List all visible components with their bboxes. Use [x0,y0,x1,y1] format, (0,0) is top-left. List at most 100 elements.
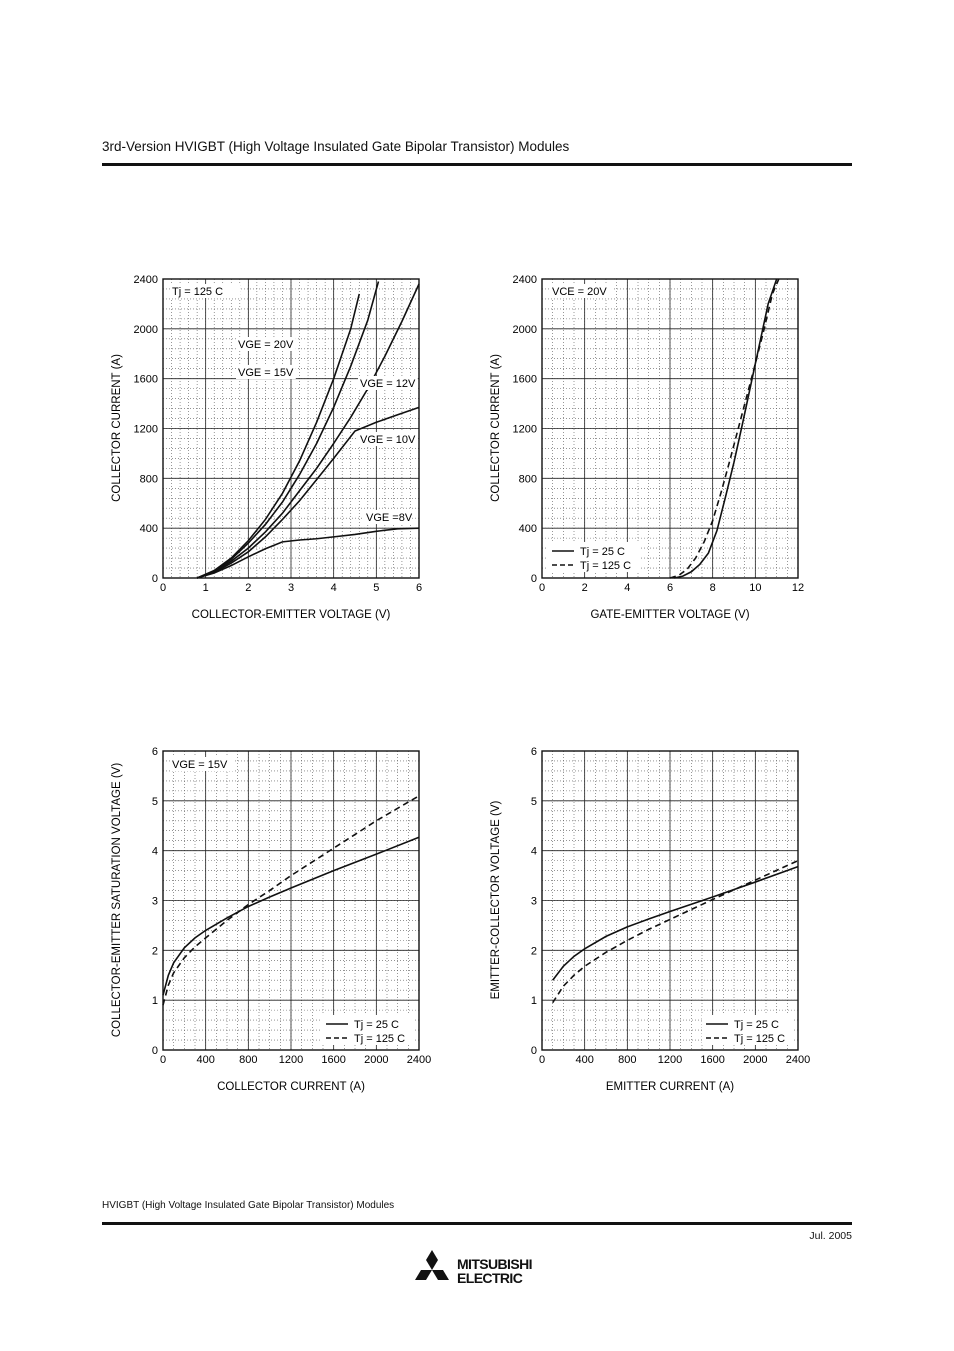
y-tick-label: 0 [152,1045,158,1057]
series-line [196,283,420,579]
x-axis-label: GATE-EMITTER VOLTAGE (V) [590,609,749,621]
y-tick-label: 1 [531,995,537,1007]
x-tick-label: 1200 [658,1054,682,1066]
y-axis-label: COLLECTOR-EMITTER SATURATION VOLTAGE (V) [111,763,123,1037]
plot-frame [541,750,799,1051]
x-tick-label: 12 [792,582,804,594]
x-axis-label: EMITTER CURRENT (A) [606,1081,734,1093]
y-axis-label: EMITTER-COLLECTOR VOLTAGE (V) [490,800,502,999]
series-line [196,281,380,579]
chart-annotation: VCE = 20V [552,286,607,298]
y-tick-label: 4 [531,846,537,858]
plot-frame [162,278,420,579]
x-tick-label: 10 [749,582,761,594]
legend-label: Tj = 125 C [354,1033,405,1045]
y-tick-label: 2400 [134,274,158,286]
x-tick-label: 0 [160,1054,166,1066]
x-tick-label: 6 [667,582,673,594]
x-tick-label: 0 [160,582,166,594]
chart-annotation: Tj = 125 C [172,286,223,298]
logo-line2: ELECTRIC [457,1270,523,1286]
mitsubishi-logo: MITSUBISHI ELECTRIC [409,1250,549,1292]
chart-annotation: VGE = 15V [172,759,228,771]
plot-frame [162,750,420,1051]
x-tick-label: 2000 [364,1054,388,1066]
y-tick-label: 0 [152,573,158,585]
x-tick-label: 0 [539,1054,545,1066]
x-tick-label: 1600 [321,1054,345,1066]
series-label-bg [236,337,296,351]
annotation-bg [170,284,240,298]
y-tick-label: 2 [152,945,158,957]
page-title: 3rd-Version HVIGBT (High Voltage Insulat… [102,139,570,154]
annotation-bg [170,757,234,771]
x-tick-label: 4 [331,582,337,594]
y-tick-label: 2000 [134,324,158,336]
y-tick-label: 400 [140,523,158,535]
x-tick-label: 2400 [786,1054,810,1066]
y-tick-label: 6 [152,746,158,758]
y-tick-label: 1200 [513,424,537,436]
legend-bg [548,542,640,572]
y-tick-label: 3 [152,896,158,908]
series-line [669,278,780,579]
y-tick-label: 6 [531,746,537,758]
x-axis-label: COLLECTOR-EMITTER VOLTAGE (V) [192,609,391,621]
x-axis-label: COLLECTOR CURRENT (A) [217,1081,365,1093]
y-axis-label: COLLECTOR CURRENT (A) [111,354,123,502]
x-tick-label: 4 [624,582,630,594]
x-tick-label: 800 [618,1054,636,1066]
legend-label: Tj = 25 C [734,1019,779,1031]
series-label: VGE = 12V [360,378,416,390]
series-label-bg [358,376,418,390]
x-tick-label: 800 [239,1054,257,1066]
y-tick-label: 2400 [513,274,537,286]
x-tick-label: 1 [203,582,209,594]
footer-rule [102,1222,852,1225]
legend-label: Tj = 125 C [580,560,631,572]
x-tick-label: 3 [288,582,294,594]
series-line [551,859,799,1004]
x-tick-label: 5 [373,582,379,594]
series-line [196,293,361,579]
y-tick-label: 1600 [513,374,537,386]
series-label: VGE = 10V [360,434,416,446]
diamonds-icon [415,1250,449,1280]
series-label: VGE = 15V [238,367,294,379]
x-tick-label: 2000 [743,1054,767,1066]
y-tick-label: 1200 [134,424,158,436]
y-tick-label: 3 [531,896,537,908]
footer-text: HVIGBT (High Voltage Insulated Gate Bipo… [102,1200,395,1211]
y-tick-label: 2000 [513,324,537,336]
logo-line1: MITSUBISHI [457,1256,532,1272]
series-label: VGE =8V [366,512,413,524]
x-tick-label: 1600 [700,1054,724,1066]
annotation-bg [550,284,614,298]
x-tick-label: 8 [710,582,716,594]
y-tick-label: 800 [140,473,158,485]
x-tick-label: 2 [245,582,251,594]
series-label-bg [364,510,412,524]
y-tick-label: 0 [531,1045,537,1057]
y-tick-label: 400 [519,523,537,535]
series-label-bg [236,365,296,379]
y-tick-label: 2 [531,945,537,957]
legend-bg [322,1015,414,1045]
y-tick-label: 5 [531,796,537,808]
y-tick-label: 1600 [134,374,158,386]
x-tick-label: 400 [575,1054,593,1066]
y-tick-label: 0 [531,573,537,585]
date-label: Jul. 2005 [809,1230,852,1242]
y-tick-label: 4 [152,846,158,858]
x-tick-label: 1200 [279,1054,303,1066]
series-label: VGE = 20V [238,339,294,351]
series-label-bg [358,432,418,446]
legend-label: Tj = 25 C [354,1019,399,1031]
x-tick-label: 0 [539,582,545,594]
x-tick-label: 400 [196,1054,214,1066]
y-axis-label: COLLECTOR CURRENT (A) [490,354,502,502]
x-tick-label: 6 [416,582,422,594]
x-tick-label: 2400 [407,1054,431,1066]
y-tick-label: 1 [152,995,158,1007]
